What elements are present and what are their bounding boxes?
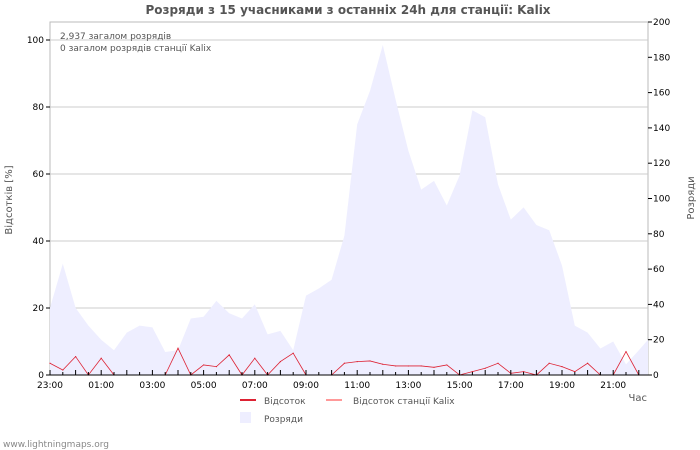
x-tick-label: 07:00 bbox=[242, 381, 268, 391]
y-left-tick-label: 80 bbox=[33, 103, 45, 113]
y-left-tick-label: 40 bbox=[33, 237, 45, 247]
annotation-total: 2,937 загалом розрядів bbox=[60, 32, 171, 42]
percent-line bbox=[49, 347, 640, 376]
y-right-tick-label: 100 bbox=[653, 195, 670, 205]
y-right-tick-label: 40 bbox=[653, 300, 665, 310]
x-tick-label: 19:00 bbox=[549, 381, 575, 391]
y-left-tick-label: 100 bbox=[27, 36, 44, 46]
y-right-tick-label: 0 bbox=[653, 371, 659, 381]
x-tick-label: 13:00 bbox=[395, 381, 421, 391]
y-left-tick-label: 60 bbox=[33, 170, 45, 180]
y-left-tick-label: 20 bbox=[33, 304, 45, 314]
y-right-tick-label: 60 bbox=[653, 265, 665, 275]
x-tick-label: 09:00 bbox=[293, 381, 319, 391]
y-right-tick-label: 160 bbox=[653, 89, 670, 99]
y-left-tick-label: 0 bbox=[38, 371, 44, 381]
x-tick-label: 15:00 bbox=[447, 381, 473, 391]
x-axis-label: Час bbox=[629, 393, 647, 404]
legend-label-strikes: Розряди bbox=[264, 415, 303, 425]
x-tick-label: 05:00 bbox=[191, 381, 217, 391]
y-right-tick-label: 180 bbox=[653, 53, 670, 63]
x-tick-label: 23:00 bbox=[37, 381, 63, 391]
annotation-station: 0 загалом розрядів станції Kalix bbox=[60, 44, 212, 54]
y-right-tick-label: 120 bbox=[653, 159, 670, 169]
y-axis-left-label: Відсотків [%] bbox=[3, 165, 15, 234]
x-tick-label: 11:00 bbox=[344, 381, 370, 391]
y-axis-right-label: Розряди bbox=[686, 176, 697, 219]
legend-swatch-strikes bbox=[240, 412, 251, 423]
strikes-area bbox=[50, 44, 648, 375]
x-tick-label: 01:00 bbox=[88, 381, 114, 391]
chart-title: Розряди з 15 учасниками з останніх 24h д… bbox=[145, 3, 550, 17]
footer-link[interactable]: www.lightningmaps.org bbox=[3, 440, 109, 450]
x-tick-label: 03:00 bbox=[139, 381, 165, 391]
y-right-tick-label: 80 bbox=[653, 230, 665, 240]
x-tick-label: 21:00 bbox=[600, 381, 626, 391]
legend-label-station-percent: Відсоток станції Kalix bbox=[353, 397, 455, 407]
y-right-tick-label: 200 bbox=[653, 18, 670, 28]
legend-label-percent: Відсоток bbox=[264, 397, 306, 407]
y-right-tick-label: 140 bbox=[653, 124, 670, 134]
legend: Відсоток Відсоток станції Kalix Розряди bbox=[240, 397, 455, 425]
x-tick-label: 17:00 bbox=[498, 381, 524, 391]
y-right-tick-label: 20 bbox=[653, 336, 665, 346]
